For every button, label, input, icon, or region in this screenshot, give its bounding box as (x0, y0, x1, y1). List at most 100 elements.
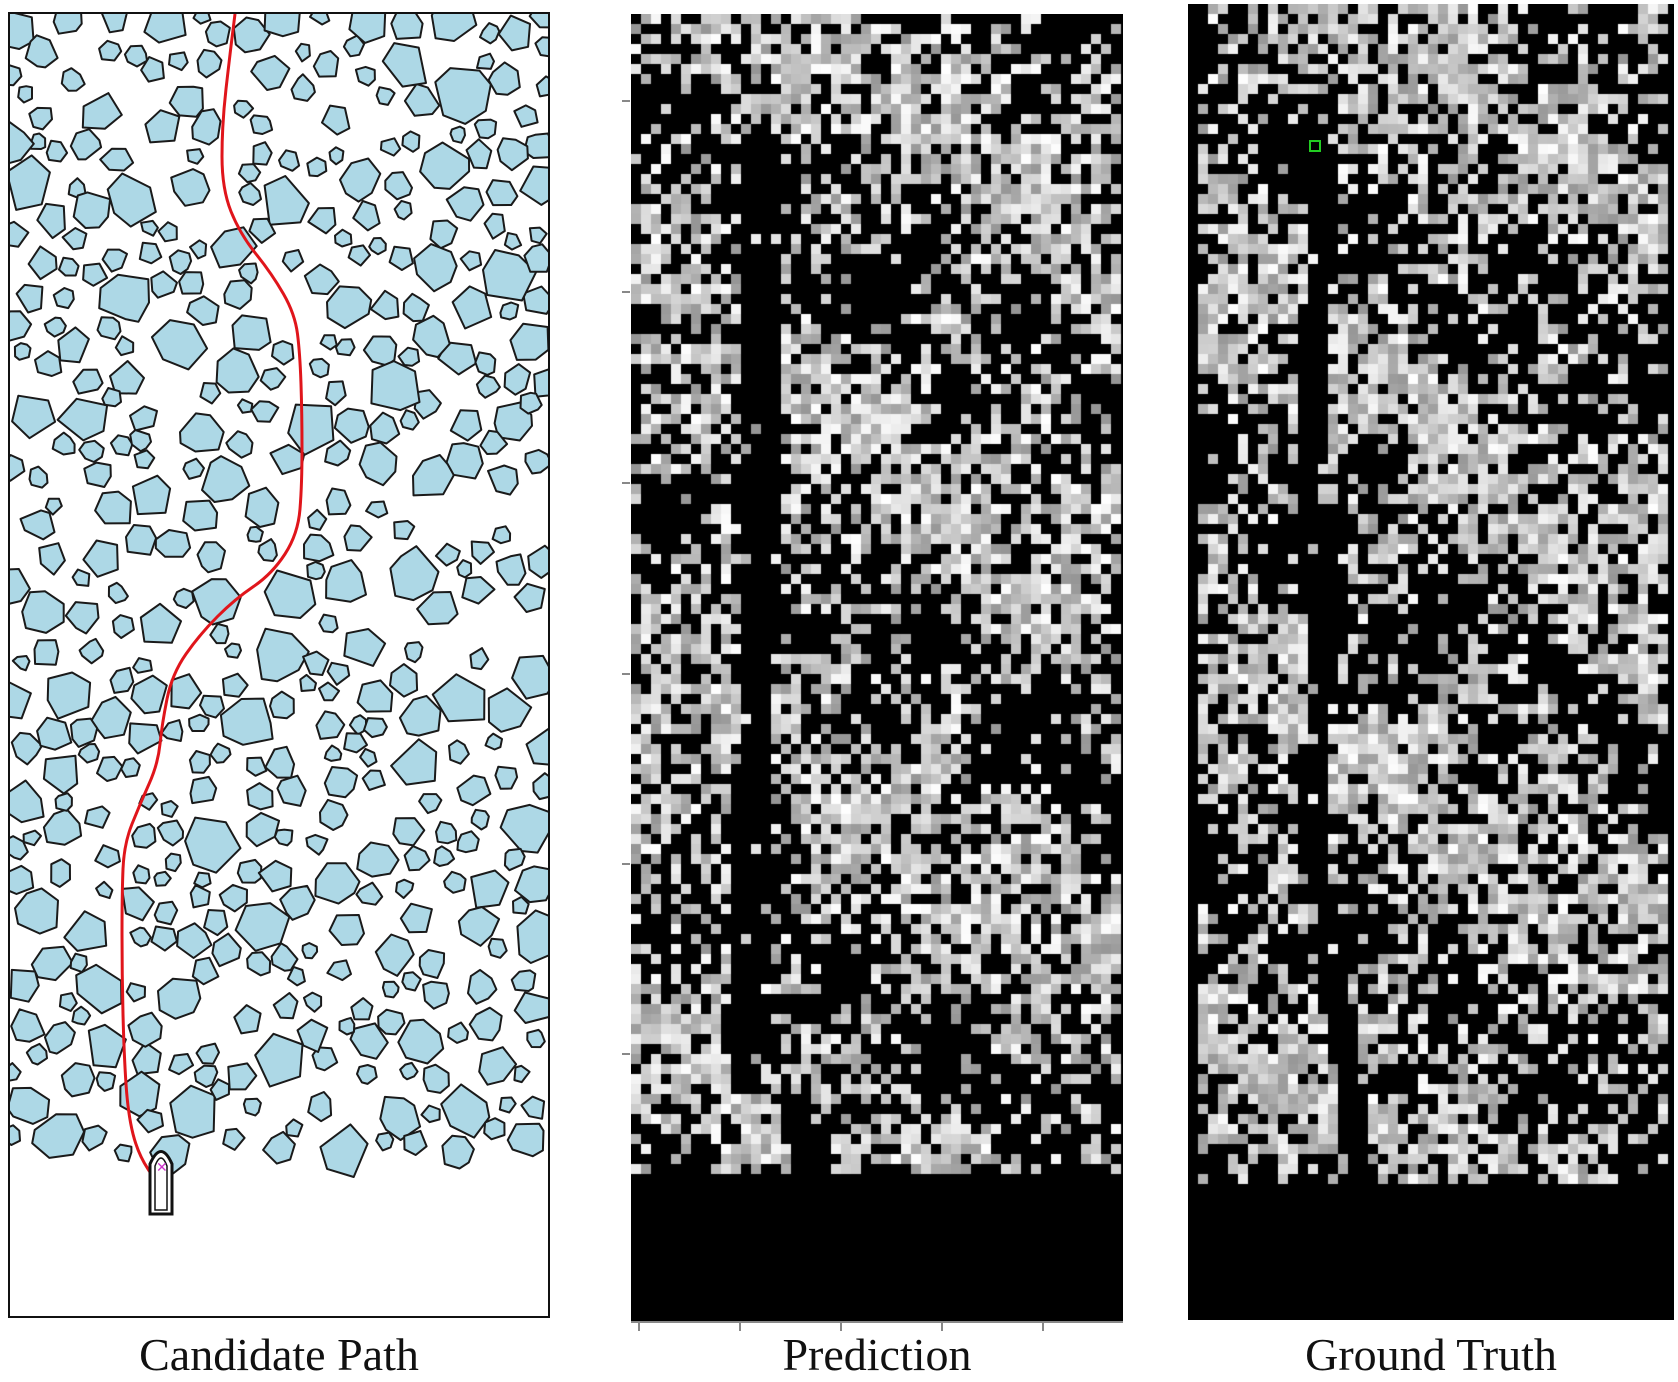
ice-floe (470, 808, 490, 831)
ice-floe (278, 149, 301, 172)
ice-floe (81, 1124, 108, 1152)
ice-floe (227, 1062, 258, 1091)
ice-floe (325, 380, 347, 407)
ice-floe (19, 509, 56, 541)
ice-floe (318, 613, 339, 634)
ice-floe (186, 148, 205, 165)
ice-floe (224, 642, 242, 659)
ice-floe (334, 338, 356, 357)
y-axis-tick (622, 863, 630, 865)
ice-floe (516, 909, 548, 964)
ground-truth-occupancy-map (1188, 4, 1674, 1320)
ice-floe (131, 1041, 162, 1076)
ice-floe (157, 977, 202, 1020)
ice-floe (440, 1083, 491, 1139)
ice-floe (10, 154, 51, 211)
ice-floe (10, 454, 26, 482)
ice-floe (514, 865, 548, 904)
ice-floe (314, 862, 361, 905)
ice-floe (403, 83, 441, 117)
ice-floe (248, 217, 277, 244)
ice-floe (127, 1011, 163, 1048)
ice-floe (10, 14, 35, 50)
ice-floe (487, 464, 519, 496)
ice-floe (125, 524, 158, 556)
ice-floe (250, 400, 280, 423)
ice-floe (218, 883, 248, 913)
ice-floe (69, 128, 103, 161)
ice-floe (338, 1016, 356, 1036)
ice-floe (238, 262, 259, 285)
ice-floe (449, 125, 466, 144)
ice-floe (469, 647, 490, 671)
ice-floe (343, 524, 373, 552)
ice-floe (72, 368, 104, 395)
ice-floe (256, 627, 310, 683)
ice-floe (399, 409, 420, 431)
ice-floe (101, 387, 122, 408)
ship-position-marker: ✕ (156, 1160, 168, 1176)
ice-floe (209, 1078, 230, 1101)
ice-floe (528, 14, 548, 29)
ice-floe (11, 394, 57, 440)
ice-floe (189, 884, 211, 909)
ice-floe (398, 694, 442, 737)
ice-floe (109, 666, 135, 694)
ice-floe (222, 1127, 246, 1151)
ice-floe (176, 922, 213, 959)
ice-floe (269, 443, 306, 476)
ice-floe (189, 239, 208, 260)
ice-floe (262, 1130, 296, 1165)
ice-floe (302, 991, 323, 1013)
ice-floe (109, 434, 134, 457)
ice-floe (315, 710, 346, 740)
ice-floe (189, 775, 218, 805)
ice-floe (465, 138, 493, 170)
goal-marker (1309, 140, 1321, 152)
ice-floe (429, 219, 459, 250)
ice-floe (526, 1028, 546, 1049)
ice-floe (270, 942, 299, 972)
ice-floe (195, 1042, 220, 1065)
ice-floe (223, 279, 253, 310)
ice-floe (10, 864, 35, 895)
ice-floe (82, 539, 119, 578)
ice-floe (499, 803, 548, 854)
ice-field-canvas: ✕ (10, 14, 548, 1216)
ice-floe (263, 175, 310, 226)
ice-floe (150, 270, 178, 299)
ice-floe (245, 811, 281, 848)
ice-floe (333, 407, 370, 444)
ice-floe (390, 14, 424, 40)
ice-floe (483, 1117, 506, 1141)
prediction-occupancy-map (631, 14, 1123, 1321)
ice-floe (242, 1097, 262, 1117)
ice-floe (503, 232, 523, 251)
ice-floe (312, 50, 340, 78)
ice-floe (52, 14, 83, 35)
ice-floe (348, 714, 367, 736)
ice-floe (276, 774, 307, 807)
ice-floe (196, 48, 223, 79)
ice-floe (355, 881, 384, 906)
ice-floe (219, 697, 274, 746)
ice-floe (302, 650, 330, 676)
ice-floe (384, 171, 413, 201)
ice-floe (494, 765, 519, 790)
ice-floe (263, 569, 317, 619)
ice-floe (221, 672, 249, 698)
ice-floe (94, 490, 132, 525)
ice-floe (60, 1062, 96, 1098)
ice-floe (358, 441, 398, 487)
ice-floe (257, 538, 278, 562)
ice-floe (130, 674, 168, 715)
ice-floe (143, 14, 187, 44)
ice-floe (476, 52, 495, 70)
ice-floe (157, 221, 178, 243)
ice-floe (325, 487, 352, 516)
ice-floe (393, 520, 416, 541)
ice-floe (347, 244, 371, 267)
ice-floe (319, 798, 349, 831)
ice-floe (374, 933, 415, 977)
ice-floe (133, 449, 156, 470)
